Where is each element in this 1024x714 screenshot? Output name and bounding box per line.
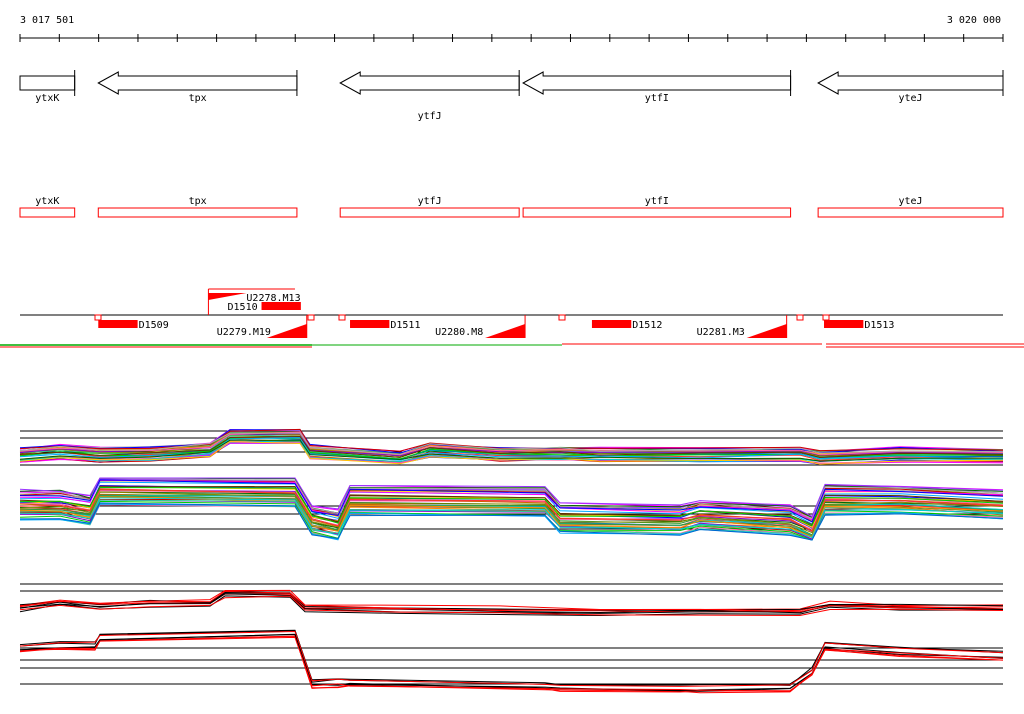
expression-profile-summary <box>19 583 1004 694</box>
expression-series <box>19 491 1004 534</box>
gene-arrow-label: ytfI <box>645 93 669 104</box>
expression-series <box>19 630 1004 687</box>
gene-arrow-label: ytfJ <box>418 111 442 122</box>
transcript-wedge <box>266 324 307 338</box>
transcript-wedge <box>485 324 526 338</box>
gene-box-track: ytxK tpx ytfJ ytfI yteJ <box>19 196 1004 218</box>
gene-arrow-track: ytxK tpx ytfJ ytfI yteJ <box>19 70 1004 122</box>
gene-box-ytxK <box>19 207 76 218</box>
gene-arrow-ytfJ <box>339 71 520 95</box>
expression-series <box>19 431 1004 456</box>
probe-bar <box>98 320 138 328</box>
gene-box-ytfJ <box>339 207 520 218</box>
probe-bar <box>591 320 632 328</box>
axis-end-label: 3 020 000 <box>947 15 1001 26</box>
junction-marker <box>796 314 804 321</box>
gene-box-label: tpx <box>189 196 207 207</box>
expression-series <box>19 497 1004 539</box>
expression-series <box>19 488 1004 532</box>
gene-arrow-tpx <box>97 71 298 95</box>
junction-marker <box>338 314 346 321</box>
probe-label: D1509 <box>139 320 169 331</box>
expression-series <box>19 595 1004 617</box>
expression-series <box>19 486 1004 527</box>
expression-series <box>19 590 1004 613</box>
expression-series <box>19 636 1004 692</box>
gene-box-label: ytfI <box>645 196 669 207</box>
transcript-label: U2281.M3 <box>697 327 745 338</box>
gene-box-label: ytfJ <box>418 196 442 207</box>
coordinate-axis: 3 017 501 3 020 000 <box>19 15 1004 42</box>
gene-box-label: yteJ <box>899 196 923 207</box>
probe-label: D1511 <box>390 320 420 331</box>
transcript-wedge <box>208 293 247 300</box>
transcript-label: U2280.M8 <box>435 327 483 338</box>
expression-series <box>19 432 1004 455</box>
expression-profile-multi <box>19 428 1004 541</box>
probe-transcript-track: D1509 D1510 D1511 D1512 D1513 U2278.M13 U2279.… <box>0 288 1024 348</box>
junction-marker <box>307 314 315 321</box>
gene-box-yteJ <box>817 207 1004 218</box>
expression-series <box>19 435 1004 459</box>
expression-series <box>19 477 1004 519</box>
axis-start-label: 3 017 501 <box>20 15 74 26</box>
gene-arrow-label: tpx <box>189 93 207 104</box>
probe-label: D1510 <box>228 302 258 313</box>
expression-series <box>19 428 1004 452</box>
gene-arrow-ytfI <box>522 71 792 95</box>
junction-marker <box>558 314 566 321</box>
expression-series <box>19 502 1004 541</box>
expression-series <box>19 477 1004 517</box>
expression-series <box>19 633 1004 692</box>
probe-label: D1513 <box>864 320 894 331</box>
expression-series <box>19 439 1004 462</box>
expression-series <box>19 479 1004 523</box>
gene-arrow-yteJ <box>817 71 1004 95</box>
junction-marker <box>822 314 830 321</box>
probe-bar <box>261 302 301 310</box>
transcript-label: U2279.M19 <box>217 327 271 338</box>
gene-box-tpx <box>97 207 298 218</box>
gene-arrow-ytxK <box>19 75 76 91</box>
transcript-label: U2278.M13 <box>246 293 300 304</box>
gene-arrow-label: yteJ <box>899 93 923 104</box>
probe-bar <box>824 320 864 328</box>
probe-label: D1512 <box>632 320 662 331</box>
gene-box-label: ytxK <box>35 196 59 207</box>
transcript-wedge <box>746 324 787 338</box>
expression-series <box>19 441 1004 465</box>
junction-marker <box>94 314 102 321</box>
probe-bar <box>350 320 390 328</box>
gene-box-ytfI <box>522 207 792 218</box>
axis-ticks <box>19 34 1004 42</box>
gene-arrow-label: ytxK <box>35 93 59 104</box>
